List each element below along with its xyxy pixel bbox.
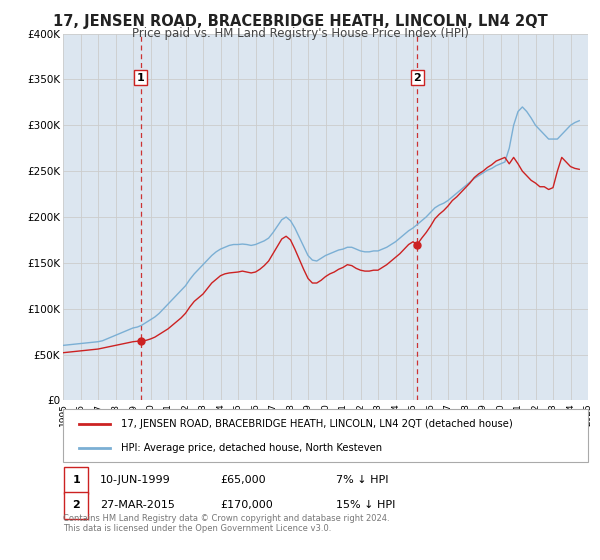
Text: 2: 2 xyxy=(413,73,421,83)
Text: 1: 1 xyxy=(72,475,80,485)
Text: 10-JUN-1999: 10-JUN-1999 xyxy=(100,475,170,485)
Text: 27-MAR-2015: 27-MAR-2015 xyxy=(100,501,175,510)
Text: £65,000: £65,000 xyxy=(221,475,266,485)
Text: 1: 1 xyxy=(137,73,145,83)
Text: 17, JENSEN ROAD, BRACEBRIDGE HEATH, LINCOLN, LN4 2QT (detached house): 17, JENSEN ROAD, BRACEBRIDGE HEATH, LINC… xyxy=(121,419,512,429)
Text: 7% ↓ HPI: 7% ↓ HPI xyxy=(336,475,389,485)
Text: £170,000: £170,000 xyxy=(221,501,273,510)
Text: Contains HM Land Registry data © Crown copyright and database right 2024.
This d: Contains HM Land Registry data © Crown c… xyxy=(63,514,389,533)
Text: 2: 2 xyxy=(72,501,80,510)
Bar xyxy=(64,467,88,493)
Text: HPI: Average price, detached house, North Kesteven: HPI: Average price, detached house, Nort… xyxy=(121,443,382,453)
Bar xyxy=(64,492,88,519)
Text: Price paid vs. HM Land Registry's House Price Index (HPI): Price paid vs. HM Land Registry's House … xyxy=(131,27,469,40)
Text: 17, JENSEN ROAD, BRACEBRIDGE HEATH, LINCOLN, LN4 2QT: 17, JENSEN ROAD, BRACEBRIDGE HEATH, LINC… xyxy=(53,14,547,29)
Text: 15% ↓ HPI: 15% ↓ HPI xyxy=(336,501,395,510)
